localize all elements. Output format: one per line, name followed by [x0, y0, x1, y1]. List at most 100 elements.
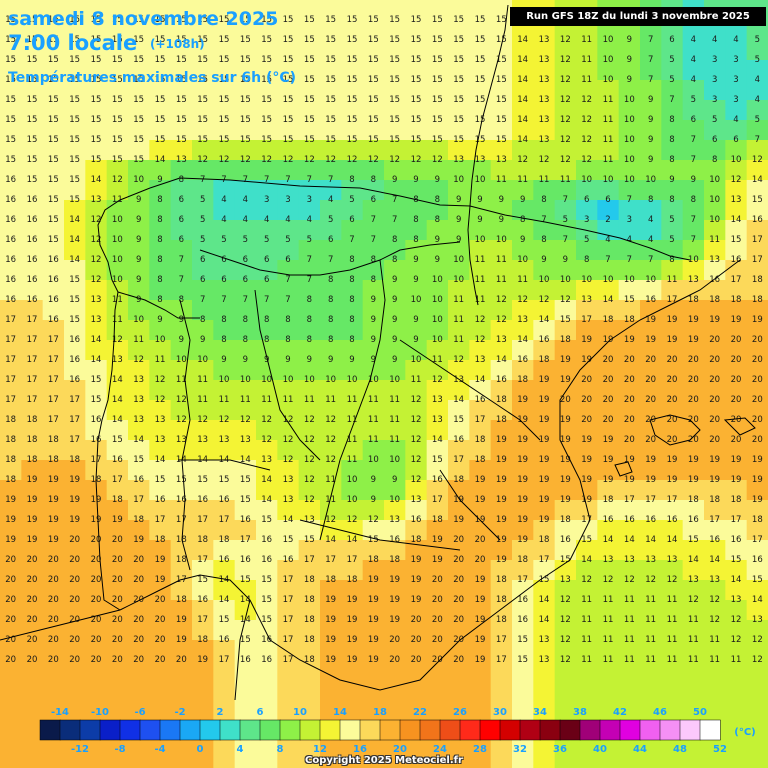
- grid-value: 8: [541, 195, 546, 205]
- grid-value: 16: [261, 555, 272, 565]
- temp-cell: [341, 580, 364, 601]
- temp-cell: [341, 280, 364, 301]
- grid-value: 18: [112, 495, 123, 505]
- temp-cell: [192, 180, 214, 201]
- temp-cell: [298, 100, 321, 121]
- grid-value: 15: [176, 135, 187, 145]
- grid-value: 8: [328, 275, 333, 285]
- grid-value: 16: [645, 515, 656, 525]
- grid-value: 15: [283, 55, 294, 65]
- grid-value: 5: [200, 195, 205, 205]
- grid-value: 10: [603, 35, 614, 45]
- temp-cell: [469, 380, 492, 401]
- temp-cell: [554, 620, 577, 641]
- temp-cell: [576, 40, 598, 61]
- grid-value: 16: [69, 355, 80, 365]
- grid-value: 11: [581, 595, 592, 605]
- grid-value: 9: [136, 255, 141, 265]
- grid-value: 20: [133, 635, 144, 645]
- grid-value: 20: [752, 335, 763, 345]
- temp-cell: [298, 300, 321, 321]
- grid-value: 13: [133, 395, 144, 405]
- grid-value: 14: [261, 495, 272, 505]
- temp-cell: [170, 600, 193, 621]
- grid-value: 15: [197, 135, 208, 145]
- temp-cell: [384, 600, 406, 621]
- grid-value: 20: [709, 335, 720, 345]
- temp-cell: [320, 680, 342, 701]
- temp-cell: [149, 400, 172, 421]
- grid-value: 17: [219, 515, 230, 525]
- temp-cell: [533, 260, 556, 281]
- temp-cell: [640, 100, 662, 121]
- legend-swatch: [439, 719, 461, 741]
- grid-value: 16: [709, 535, 720, 545]
- temp-cell: [469, 80, 492, 101]
- grid-value: 12: [261, 415, 272, 425]
- grid-value: 19: [27, 515, 38, 525]
- temp-cell: [384, 400, 406, 421]
- grid-value: 15: [283, 135, 294, 145]
- grid-value: 9: [136, 235, 141, 245]
- grid-value: 20: [69, 535, 80, 545]
- grid-value: 17: [283, 635, 294, 645]
- temp-cell: [362, 680, 385, 701]
- grid-value: 19: [667, 335, 678, 345]
- temp-cell: [704, 80, 726, 101]
- temp-cell: [213, 440, 236, 461]
- grid-value: 9: [392, 315, 397, 325]
- temp-cell: [490, 580, 513, 601]
- temp-cell: [64, 480, 86, 501]
- grid-value: 15: [389, 55, 400, 65]
- grid-value: 7: [179, 255, 184, 265]
- grid-value: 16: [5, 275, 16, 285]
- temp-cell: [213, 500, 236, 521]
- temp-cell: [0, 640, 22, 661]
- temp-cell: [362, 400, 385, 421]
- grid-value: 8: [221, 335, 226, 345]
- temp-cell: [661, 320, 684, 341]
- temp-cell: [128, 100, 150, 121]
- grid-value: 15: [368, 35, 379, 45]
- temp-cell: [704, 440, 726, 461]
- temp-cell: [64, 400, 86, 421]
- temp-cell: [213, 380, 236, 401]
- grid-value: 15: [48, 215, 59, 225]
- grid-value: 14: [517, 135, 528, 145]
- grid-value: 19: [347, 595, 358, 605]
- grid-value: 15: [91, 375, 102, 385]
- grid-value: 20: [411, 635, 422, 645]
- temp-cell: [554, 40, 577, 61]
- temp-cell: [725, 200, 748, 221]
- temp-cell: [256, 180, 278, 201]
- grid-value: 17: [645, 495, 656, 505]
- temp-cell: [21, 140, 44, 161]
- grid-value: 13: [688, 575, 699, 585]
- grid-value: 20: [112, 615, 123, 625]
- temp-cell: [384, 260, 406, 281]
- temp-cell: [704, 380, 726, 401]
- grid-value: 18: [496, 615, 507, 625]
- temp-cell: [149, 520, 172, 541]
- temp-cell: [106, 420, 129, 441]
- temp-cell: [704, 360, 726, 381]
- temp-cell: [448, 260, 470, 281]
- temp-cell: [469, 340, 492, 361]
- temp-cell: [128, 480, 150, 501]
- temp-cell: [384, 300, 406, 321]
- temp-cell: [384, 60, 406, 81]
- grid-value: 15: [91, 395, 102, 405]
- temp-cell: [704, 480, 726, 501]
- grid-value: 20: [432, 595, 443, 605]
- temp-cell: [362, 120, 385, 141]
- grid-value: 18: [304, 655, 315, 665]
- temp-cell: [362, 140, 385, 161]
- legend-swatch: [119, 719, 141, 741]
- grid-value: 13: [133, 375, 144, 385]
- grid-value: 15: [48, 55, 59, 65]
- temp-cell: [64, 540, 86, 561]
- grid-value: 15: [453, 15, 464, 25]
- grid-value: 11: [581, 75, 592, 85]
- temp-cell: [512, 580, 534, 601]
